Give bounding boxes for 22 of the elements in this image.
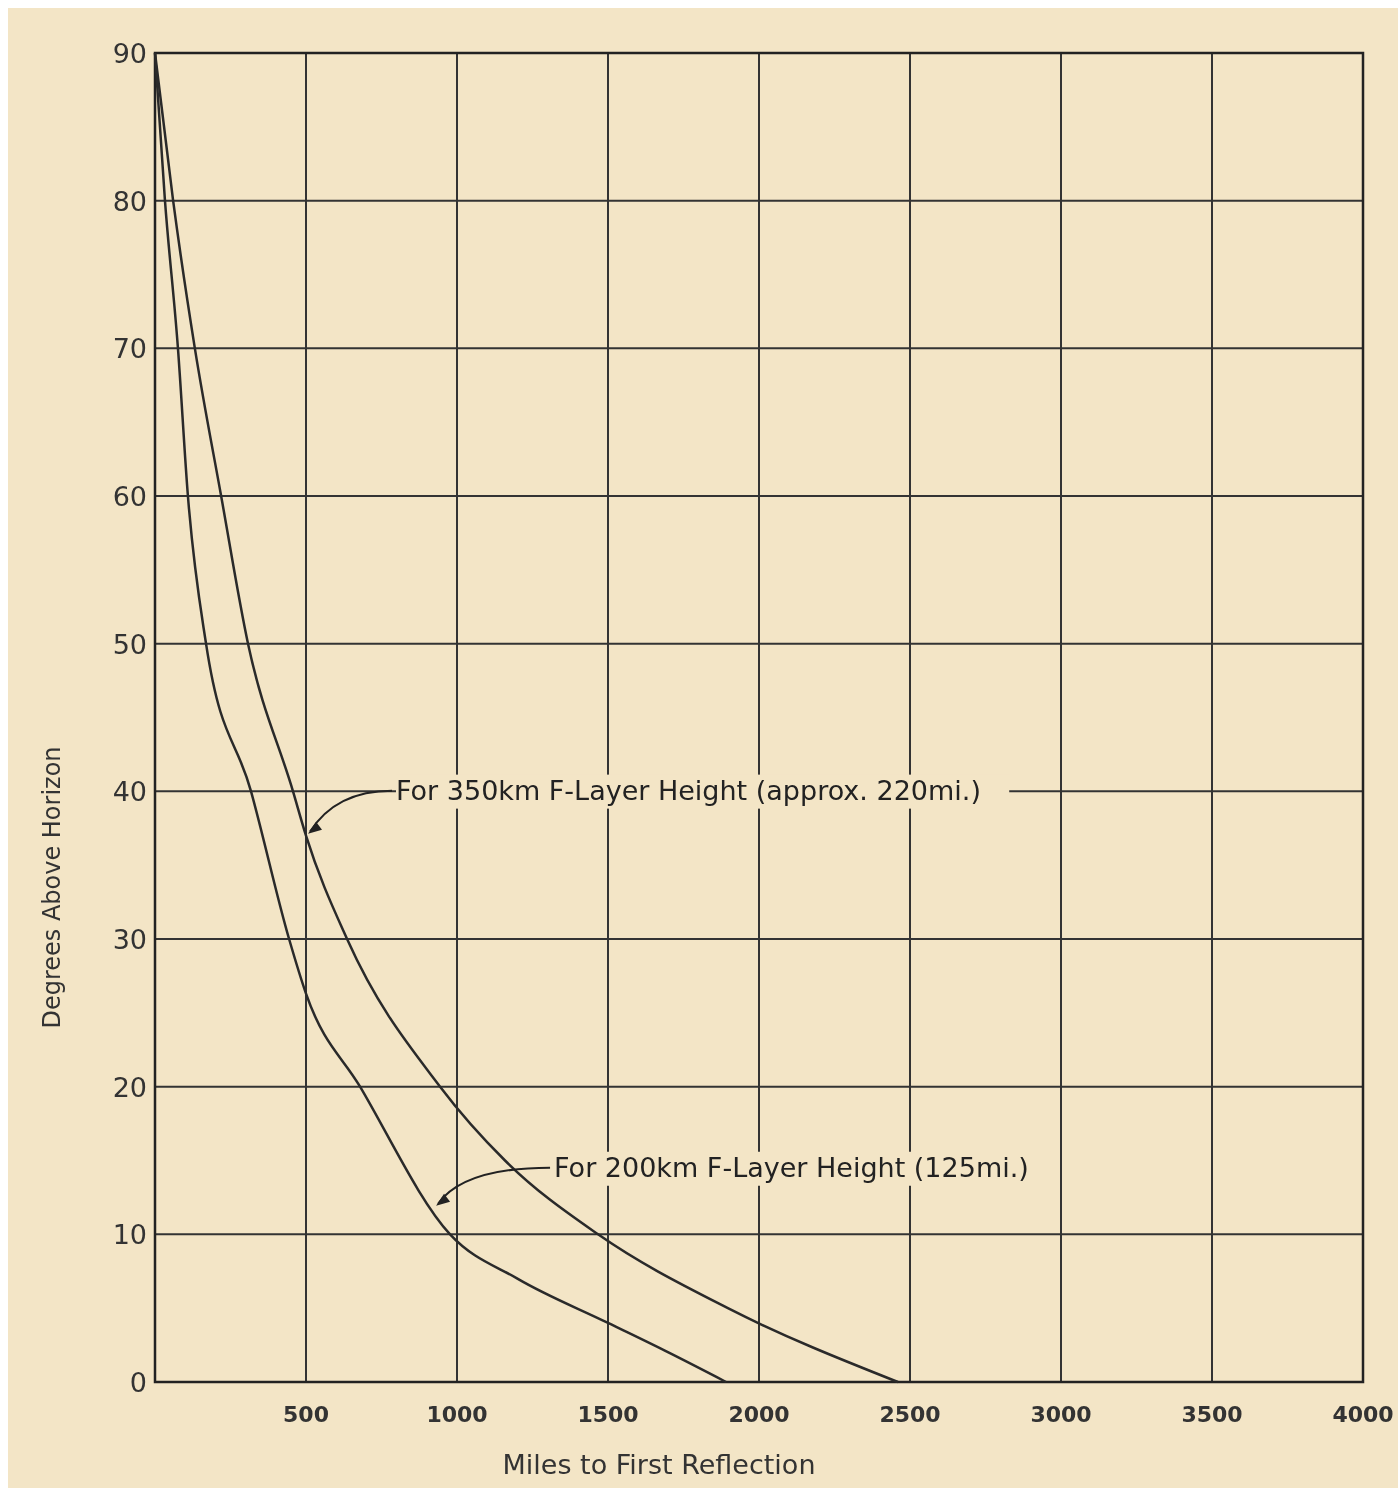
annotation: For 200km F-Layer Height (125mi.): [554, 1151, 1029, 1183]
x-tick-label: 500: [283, 1402, 329, 1427]
x-tick-label: 2500: [879, 1402, 941, 1427]
y-tick-label: 20: [112, 1071, 147, 1103]
y-axis-title: Degrees Above Horizon: [38, 746, 66, 1029]
y-tick-label: 10: [112, 1219, 147, 1251]
x-tick-label: 3500: [1181, 1402, 1243, 1427]
x-tick-label: 3000: [1030, 1402, 1092, 1427]
x-axis-title: Miles to First Reflection: [502, 1449, 816, 1480]
annotation: For 350km F-Layer Height (approx. 220mi.): [396, 774, 981, 806]
y-tick-label: 50: [112, 628, 147, 660]
y-tick-label: 80: [112, 185, 147, 217]
x-tick-label: 1500: [577, 1402, 639, 1427]
x-tick-label: 1000: [426, 1402, 488, 1427]
y-tick-label: 30: [112, 924, 147, 955]
y-tick-label: 40: [112, 776, 147, 808]
y-tick-label: 90: [112, 38, 147, 69]
y-tick-label: 60: [112, 481, 147, 512]
y-tick-label: 70: [112, 333, 147, 365]
x-tick-label: 4000: [1332, 1402, 1394, 1427]
y-tick-label: 0: [129, 1367, 147, 1398]
x-tick-label: 2000: [728, 1402, 790, 1427]
